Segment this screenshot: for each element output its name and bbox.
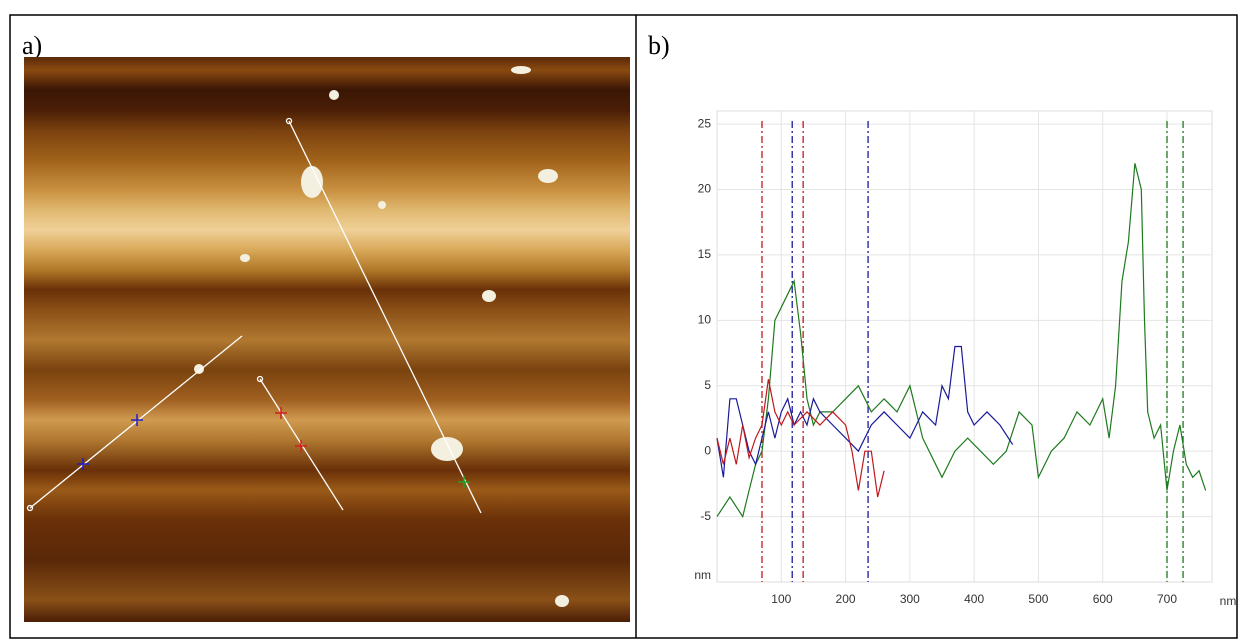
cursor: [77, 458, 89, 470]
x-tick-label: 600: [1093, 592, 1113, 606]
afm-surface: [24, 57, 630, 622]
particle: [301, 166, 323, 198]
particle: [482, 290, 496, 302]
particle: [511, 66, 531, 74]
x-tick-label: 300: [900, 592, 920, 606]
x-tick-label: 100: [771, 592, 791, 606]
particle: [431, 437, 463, 461]
y-tick-label: 20: [698, 182, 712, 196]
profile-series: [716, 345, 1014, 478]
y-tick-label: 5: [704, 378, 711, 392]
x-tick-label: 400: [964, 592, 984, 606]
y-tick-label: 10: [698, 313, 712, 327]
particle: [538, 169, 558, 183]
table-border: [9, 14, 1238, 639]
plot-area: [716, 110, 1213, 583]
y-tick-label: 15: [698, 247, 712, 261]
line-end: [285, 117, 293, 125]
particle: [555, 595, 569, 607]
profile-line: [288, 120, 482, 514]
particle: [378, 201, 386, 209]
afm-particles: [194, 66, 569, 607]
cursor: [295, 440, 307, 452]
afm-image: [24, 57, 630, 622]
panel-label: b): [648, 31, 670, 60]
cursor: [458, 476, 470, 488]
profile-line: [29, 335, 243, 509]
y-tick-label: 25: [698, 116, 712, 130]
x-tick-label: 500: [1028, 592, 1048, 606]
y-axis-unit: nm: [694, 568, 711, 582]
cursor: [131, 414, 143, 426]
y-tick-label: 0: [704, 443, 711, 457]
line-end: [26, 504, 34, 512]
particle: [329, 90, 339, 100]
line-end: [256, 375, 264, 383]
x-tick-label: 700: [1157, 592, 1177, 606]
cursor-marks: [77, 407, 470, 488]
particle: [194, 364, 204, 374]
x-tick-label: 200: [836, 592, 856, 606]
profile-series: [716, 163, 1207, 519]
profile-chart: -5 0 5 10 15 20 25 100 200 300 400 500 600 700 nm nm: [694, 110, 1237, 608]
panel-label: a): [22, 31, 42, 60]
x-axis-unit: nm: [1220, 594, 1237, 608]
profile-series: [716, 379, 885, 498]
cursor: [275, 407, 287, 419]
particle: [240, 254, 250, 262]
y-tick-label: -5: [700, 509, 711, 523]
